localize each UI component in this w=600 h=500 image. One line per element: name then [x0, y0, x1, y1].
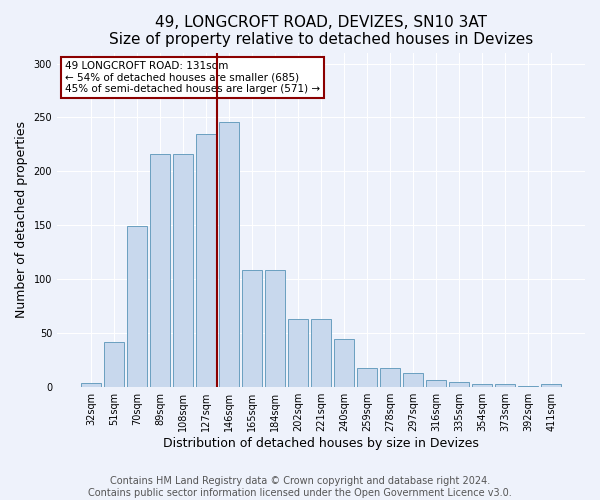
Bar	[196, 134, 216, 387]
Bar	[265, 270, 285, 387]
Text: Contains HM Land Registry data © Crown copyright and database right 2024.
Contai: Contains HM Land Registry data © Crown c…	[88, 476, 512, 498]
Bar	[403, 373, 423, 387]
Bar	[496, 384, 515, 387]
Bar	[104, 342, 124, 387]
Bar	[518, 386, 538, 387]
Bar	[81, 383, 101, 387]
Bar	[219, 122, 239, 387]
Bar	[427, 380, 446, 387]
Bar	[242, 270, 262, 387]
Bar	[380, 368, 400, 387]
Bar	[288, 319, 308, 387]
Bar	[127, 226, 146, 387]
Bar	[173, 154, 193, 387]
Bar	[472, 384, 492, 387]
Bar	[357, 368, 377, 387]
Bar	[449, 382, 469, 387]
Bar	[150, 154, 170, 387]
Title: 49, LONGCROFT ROAD, DEVIZES, SN10 3AT
Size of property relative to detached hous: 49, LONGCROFT ROAD, DEVIZES, SN10 3AT Si…	[109, 15, 533, 48]
Y-axis label: Number of detached properties: Number of detached properties	[15, 122, 28, 318]
Text: 49 LONGCROFT ROAD: 131sqm
← 54% of detached houses are smaller (685)
45% of semi: 49 LONGCROFT ROAD: 131sqm ← 54% of detac…	[65, 61, 320, 94]
Bar	[311, 319, 331, 387]
Bar	[334, 338, 354, 387]
Bar	[541, 384, 561, 387]
X-axis label: Distribution of detached houses by size in Devizes: Distribution of detached houses by size …	[163, 437, 479, 450]
